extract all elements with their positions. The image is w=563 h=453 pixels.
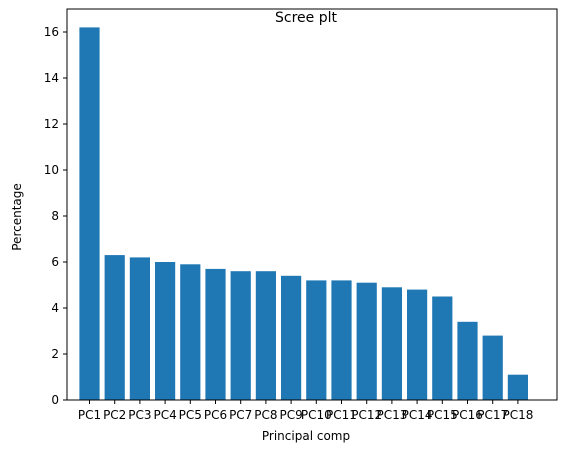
y-tick-label: 10 [44, 163, 59, 177]
chart-title: Scree plt [275, 10, 337, 26]
y-tick-label: 6 [51, 255, 59, 269]
bars-group [79, 27, 528, 401]
bar-pc8 [255, 271, 276, 400]
bar-pc18 [507, 374, 528, 400]
bar-pc5 [180, 264, 201, 400]
y-tick-label: 14 [44, 71, 59, 85]
x-tick-label: PC4 [153, 408, 176, 422]
bar-pc7 [230, 271, 251, 400]
bar-pc3 [129, 257, 150, 400]
bar-pc16 [457, 321, 478, 400]
x-tick-label: PC9 [279, 408, 302, 422]
x-tick-label: PC2 [103, 408, 126, 422]
x-tick-label: PC6 [204, 408, 227, 422]
x-tick-label: PC18 [502, 408, 533, 422]
x-tick-label: PC15 [427, 408, 458, 422]
x-tick-label: PC10 [301, 408, 332, 422]
bar-pc9 [281, 275, 302, 400]
y-tick-label: 2 [51, 347, 59, 361]
x-tick-label: PC17 [477, 408, 508, 422]
x-axis: PC1 PC2 PC3 PC4 PC5 PC6 PC7 PC8 PC9PC10PC11PC12P… [78, 400, 533, 422]
x-tick-label: PC7 [229, 408, 252, 422]
bar-pc15 [432, 296, 453, 400]
y-tick-label: 0 [51, 393, 59, 407]
x-axis-label: Principal comp [262, 429, 350, 443]
y-tick-label: 12 [44, 117, 59, 131]
bar-pc14 [407, 289, 428, 400]
y-tick-label: 8 [51, 209, 59, 223]
bar-pc1 [79, 27, 100, 401]
bar-pc6 [205, 268, 226, 400]
bar-pc2 [104, 255, 125, 400]
plot-frame [66, 8, 558, 401]
bar-pc12 [356, 282, 377, 400]
bar-pc11 [331, 280, 352, 400]
bar-pc17 [482, 335, 503, 400]
x-tick-label: PC12 [351, 408, 382, 422]
x-tick-label: PC8 [254, 408, 277, 422]
bar-pc4 [155, 262, 176, 400]
x-tick-label: PC1 [78, 408, 101, 422]
x-tick-label: PC11 [326, 408, 357, 422]
bar-pc10 [306, 280, 327, 400]
bar-pc13 [381, 287, 402, 400]
x-tick-label: PC16 [452, 408, 483, 422]
y-axis: 0 2 4 6 8 10 12 14 16 [44, 25, 67, 407]
x-tick-label: PC3 [128, 408, 151, 422]
y-tick-label: 16 [44, 25, 59, 39]
x-tick-label: PC5 [179, 408, 202, 422]
x-tick-label: PC14 [402, 408, 433, 422]
y-axis-label: Percentage [10, 183, 24, 251]
y-tick-label: 4 [51, 301, 59, 315]
x-tick-label: PC13 [376, 408, 407, 422]
